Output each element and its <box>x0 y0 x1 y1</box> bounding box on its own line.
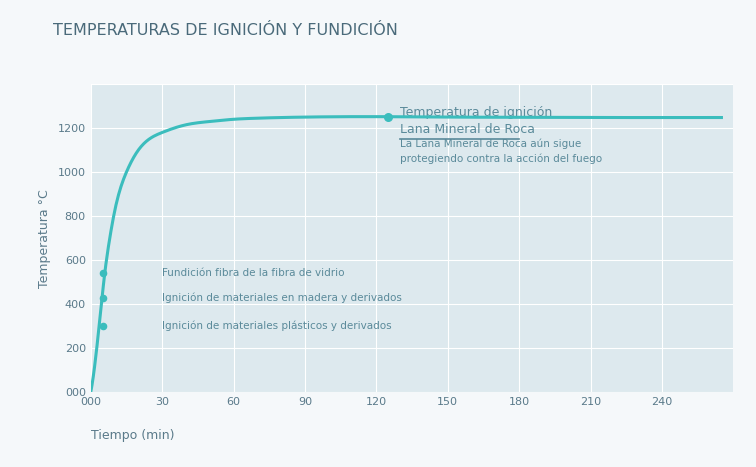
Text: TEMPERATURAS DE IGNICIÓN Y FUNDICIÓN: TEMPERATURAS DE IGNICIÓN Y FUNDICIÓN <box>53 23 398 38</box>
Point <box>97 294 109 301</box>
Text: Lana Mineral de Roca: Lana Mineral de Roca <box>400 123 535 136</box>
Text: La Lana Mineral de Roca aún sigue
protegiendo contra la acción del fuego: La Lana Mineral de Roca aún sigue proteg… <box>400 138 603 164</box>
X-axis label: Tiempo (min): Tiempo (min) <box>91 429 174 442</box>
Text: Fundición fibra de la fibra de vidrio: Fundición fibra de la fibra de vidrio <box>162 269 345 278</box>
Text: Ignición de materiales plásticos y derivados: Ignición de materiales plásticos y deriv… <box>162 321 392 332</box>
Text: Temperatura de ignición: Temperatura de ignición <box>400 106 553 119</box>
Point <box>97 269 109 277</box>
Text: Ignición de materiales en madera y derivados: Ignición de materiales en madera y deriv… <box>162 292 402 303</box>
Point <box>383 113 395 120</box>
Point <box>97 323 109 330</box>
Y-axis label: Temperatura °C: Temperatura °C <box>38 189 51 288</box>
